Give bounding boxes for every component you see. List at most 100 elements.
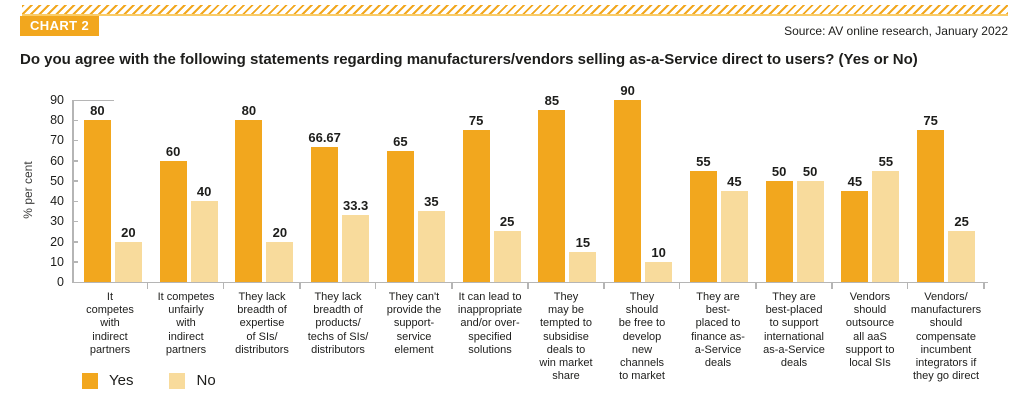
bar-group: 60 40	[151, 100, 227, 282]
y-axis-label: % per cent	[21, 161, 35, 219]
y-tick-mark	[72, 180, 78, 182]
bar-column-yes: 80	[83, 103, 111, 282]
bar-value-label: 20	[272, 225, 288, 240]
bar-group: 90 10	[605, 83, 681, 282]
bar-value-label: 65	[393, 134, 408, 149]
y-tick-label: 10	[50, 254, 64, 269]
category-label: They are best-placed to support internat…	[756, 291, 832, 386]
bar-column-yes: 75	[917, 113, 945, 282]
category-label-text: It can lead to inappropriate and/or over…	[457, 291, 523, 356]
category-label: They may be tempted to subsidise deals t…	[528, 291, 604, 386]
category-label-text: They should be free to develop new chann…	[618, 291, 666, 383]
category-label: Vendors should outsource all aaS support…	[832, 291, 908, 386]
bar-column-no: 40	[190, 184, 218, 282]
bar-yes	[765, 181, 793, 282]
bar-yes	[83, 120, 111, 282]
bar-value-label: 55	[696, 154, 711, 169]
bar-value-label: 75	[468, 113, 484, 128]
category-label-text: They may be tempted to subsidise deals t…	[539, 291, 593, 383]
bar-chart: % per cent 90 80 70 60 50 40 30 20 10 0 80 20 60 40 8…	[18, 83, 1008, 410]
bar-no	[796, 181, 824, 282]
category-label-text: They are best-placed to support internat…	[763, 291, 825, 369]
bar-value-label: 33.3	[342, 198, 369, 213]
bar-column-no: 25	[948, 214, 976, 282]
bar-no	[645, 262, 673, 282]
bar-no	[569, 252, 597, 282]
category-label-text: Vendors/ manufacturers should compensate…	[910, 291, 982, 383]
category-label: They lack breadth of expertise of SIs/ d…	[224, 291, 300, 386]
chart-question-title: Do you agree with the following statemen…	[20, 51, 918, 68]
bar-group: 55 45	[681, 100, 757, 282]
bar-no	[114, 242, 142, 282]
category-label-text: They lack breadth of expertise of SIs/ d…	[235, 291, 289, 356]
bar-column-no: 20	[266, 225, 294, 282]
bar-value-label: 35	[424, 194, 439, 209]
bar-no	[948, 231, 976, 282]
bar-group: 45 55	[833, 100, 909, 282]
category-label: They lack breadth of products/ techs of …	[300, 291, 376, 386]
bar-column-no: 50	[796, 164, 824, 282]
bar-group: 80 20	[227, 100, 303, 282]
category-label: They should be free to develop new chann…	[604, 291, 680, 386]
y-tick-label: 30	[50, 214, 64, 229]
category-label-text: They can't provide the support- service …	[386, 291, 442, 356]
bar-yes	[235, 120, 263, 282]
bar-column-yes: 65	[386, 134, 414, 282]
legend-item-yes: Yes	[82, 372, 133, 389]
bar-column-no: 35	[417, 194, 445, 282]
category-label: It competes unfairly with indirect partn…	[148, 291, 224, 386]
legend: Yes No	[82, 372, 252, 389]
source-text: Source: AV online research, January 2022	[784, 24, 1008, 38]
bar-value-label: 10	[651, 245, 666, 260]
bar-group: 85 15	[530, 93, 606, 282]
bar-column-no: 10	[645, 245, 673, 282]
y-tick-label: 70	[50, 133, 64, 148]
bar-no	[417, 211, 445, 282]
y-tick-mark	[72, 139, 78, 142]
x-axis-tick-mark	[983, 283, 985, 289]
bar-yes	[917, 130, 945, 282]
bar-value-label: 45	[847, 174, 863, 189]
chart-number-badge: CHART 2	[20, 16, 100, 36]
bar-group: 65 35	[378, 100, 454, 282]
bar-yes	[159, 161, 187, 282]
bar-group: 66.67 33.3	[302, 100, 378, 282]
category-label-text: Vendors should outsource all aaS support…	[845, 291, 895, 369]
legend-swatch-no	[169, 372, 186, 389]
y-tick-mark	[72, 200, 78, 203]
bar-no	[720, 191, 748, 282]
bar-value-label: 20	[121, 225, 136, 240]
bar-yes	[462, 130, 490, 282]
bar-column-no: 25	[493, 214, 521, 282]
bar-group: 80 20	[75, 100, 151, 282]
bar-groups: 80 20 60 40 80 20 66.67 33.3 65 35 75 25 85 15 90 10 55 4…	[75, 83, 984, 282]
bar-no	[266, 242, 294, 282]
x-axis-line	[72, 281, 988, 283]
category-label: It competes with indirect partners	[72, 291, 148, 386]
bar-value-label: 80	[241, 103, 257, 118]
y-tick-label: 60	[50, 153, 64, 168]
y-tick-label: 20	[50, 234, 64, 249]
bar-column-yes: 66.67	[308, 130, 341, 282]
y-tick-label: 90	[50, 93, 64, 107]
y-tick-label: 50	[50, 173, 64, 188]
bar-value-label: 85	[544, 93, 560, 108]
bar-column-no: 45	[720, 174, 748, 282]
bar-no	[493, 231, 521, 282]
y-tick-mark	[72, 220, 78, 223]
bar-value-label: 45	[727, 174, 742, 189]
bar-value-label: 60	[165, 144, 181, 159]
x-axis-tick-mark	[222, 283, 225, 289]
bar-value-label: 40	[196, 184, 212, 199]
bar-no	[342, 215, 370, 282]
bar-column-no: 33.3	[342, 198, 370, 282]
bar-yes	[538, 110, 566, 282]
x-axis-tick-mark	[678, 283, 681, 289]
category-label: They are best- placed to finance as- a-S…	[680, 291, 756, 386]
y-tick-label: 0	[57, 275, 64, 289]
bar-yes	[689, 171, 717, 282]
x-axis-tick-mark	[374, 283, 377, 289]
bar-value-label: 25	[954, 214, 969, 229]
legend-label-yes: Yes	[109, 372, 134, 389]
y-axis-tick-labels: 90 80 70 60 50 40 30 20 10 0	[38, 94, 64, 288]
